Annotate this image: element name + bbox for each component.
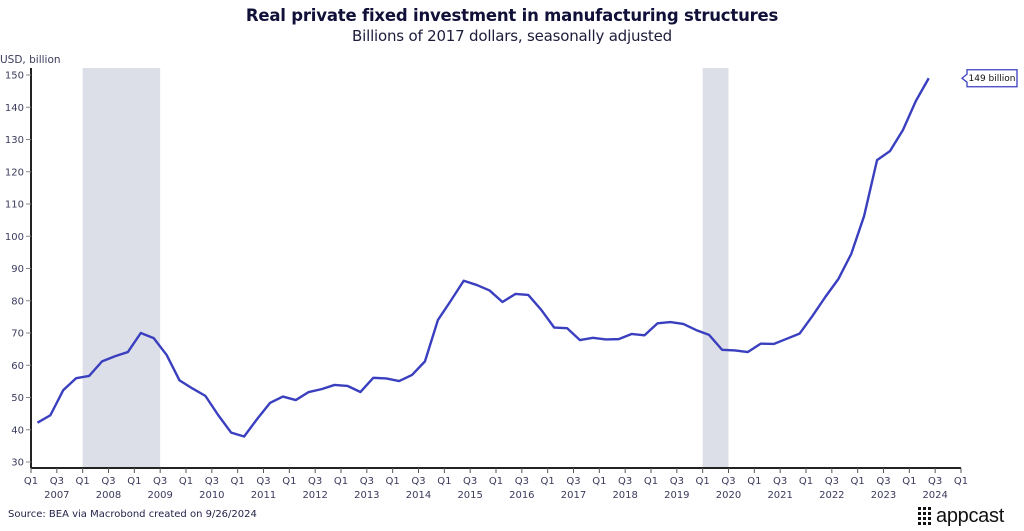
source-note: Source: BEA via Macrobond created on 9/2… <box>8 509 257 520</box>
x-tick-label: Q3 <box>205 476 219 487</box>
x-tick-label: Q1 <box>334 476 348 487</box>
y-tick-label: 130 <box>5 135 24 146</box>
logo-dots-icon <box>918 507 932 525</box>
x-tick-label: Q1 <box>127 476 141 487</box>
x-year-label: 2019 <box>664 490 689 501</box>
x-year-label: 2007 <box>44 490 69 501</box>
x-tick-label: Q3 <box>928 476 942 487</box>
x-year-label: 2024 <box>922 490 947 501</box>
callout-label: 149 billion <box>969 74 1016 84</box>
x-tick-label: Q1 <box>902 476 916 487</box>
y-axis: 30 40 50 60 70 80 90 100 110 120 130 140 150 <box>5 68 32 469</box>
x-year-label: 2011 <box>251 490 276 501</box>
y-tick-label: 100 <box>5 232 24 243</box>
x-tick-label: Q1 <box>76 476 90 487</box>
appcast-logo: appcast <box>918 505 1004 527</box>
x-year-label: 2008 <box>96 490 121 501</box>
last-value-callout: 149 billion <box>960 69 1018 88</box>
y-tick-label: 70 <box>11 329 24 340</box>
recession-band-2 <box>702 68 729 468</box>
x-year-label: 2021 <box>767 490 792 501</box>
x-tick-label: Q3 <box>670 476 684 487</box>
recession-shading-layer <box>82 68 729 468</box>
y-tick-label: 80 <box>11 296 24 307</box>
x-tick-label: Q3 <box>411 476 425 487</box>
series-line <box>36 77 930 438</box>
x-tick-label: Q3 <box>721 476 735 487</box>
x-tick-label: Q1 <box>644 476 658 487</box>
x-year-label: 2015 <box>457 490 482 501</box>
x-tick-label: Q3 <box>360 476 374 487</box>
y-tick-label: 60 <box>11 361 24 372</box>
x-tick-label: Q3 <box>566 476 580 487</box>
x-year-label: 2014 <box>406 490 431 501</box>
chart-subtitle: Billions of 2017 dollars, seasonally adj… <box>352 27 672 45</box>
x-tick-label: Q3 <box>618 476 632 487</box>
x-tick-label: Q1 <box>179 476 193 487</box>
x-year-label: 2018 <box>612 490 637 501</box>
x-tick-label: Q1 <box>231 476 245 487</box>
logo-text: appcast <box>936 505 1004 527</box>
x-tick-label: Q3 <box>876 476 890 487</box>
y-axis-label: USD, billion <box>0 54 61 66</box>
x-tick-label: Q1 <box>799 476 813 487</box>
x-tick-label: Q3 <box>153 476 167 487</box>
y-tick-label: 50 <box>11 393 24 404</box>
x-year-label: 2010 <box>199 490 224 501</box>
x-year-label: 2023 <box>871 490 896 501</box>
y-tick-label: 120 <box>5 167 24 178</box>
recession-band-1 <box>82 68 161 468</box>
x-year-label: 2020 <box>716 490 741 501</box>
x-axis: Q1 Q3 Q1 Q3 Q1 Q3 Q1 Q3 Q1 Q3 Q1 Q3 Q1 Q3 Q1 Q3 Q1 Q3 Q1 Q3… <box>24 467 968 501</box>
x-year-label: 2009 <box>147 490 172 501</box>
x-tick-label: Q1 <box>851 476 865 487</box>
x-tick-label: Q1 <box>24 476 38 487</box>
x-tick-label: Q1 <box>592 476 606 487</box>
x-tick-label: Q1 <box>747 476 761 487</box>
chart-title: Real private fixed investment in manufac… <box>245 6 779 25</box>
x-tick-label: Q1 <box>696 476 710 487</box>
x-tick-label: Q1 <box>489 476 503 487</box>
x-tick-label: Q1 <box>541 476 555 487</box>
y-tick-label: 150 <box>5 71 24 82</box>
y-tick-label: 110 <box>5 200 24 211</box>
x-year-label: 2022 <box>819 490 844 501</box>
x-year-label: 2012 <box>302 490 327 501</box>
series-layer <box>36 77 930 438</box>
x-tick-label: Q1 <box>282 476 296 487</box>
x-tick-label: Q3 <box>308 476 322 487</box>
x-tick-label: Q3 <box>515 476 529 487</box>
x-tick-label: Q3 <box>50 476 64 487</box>
x-year-label: 2013 <box>354 490 379 501</box>
x-tick-label: Q1 <box>437 476 451 487</box>
x-year-label: 2016 <box>509 490 534 501</box>
x-tick-label: Q3 <box>101 476 115 487</box>
x-tick-label: Q1 <box>954 476 968 487</box>
y-tick-label: 30 <box>11 458 24 469</box>
x-tick-label: Q3 <box>463 476 477 487</box>
y-tick-label: 90 <box>11 264 24 275</box>
callout-box <box>960 69 1018 88</box>
x-tick-label: Q3 <box>256 476 270 487</box>
x-tick-label: Q1 <box>386 476 400 487</box>
x-tick-label: Q3 <box>773 476 787 487</box>
y-tick-label: 40 <box>11 425 24 436</box>
x-tick-label: Q3 <box>825 476 839 487</box>
x-year-label: 2017 <box>561 490 586 501</box>
y-tick-label: 140 <box>5 103 24 114</box>
